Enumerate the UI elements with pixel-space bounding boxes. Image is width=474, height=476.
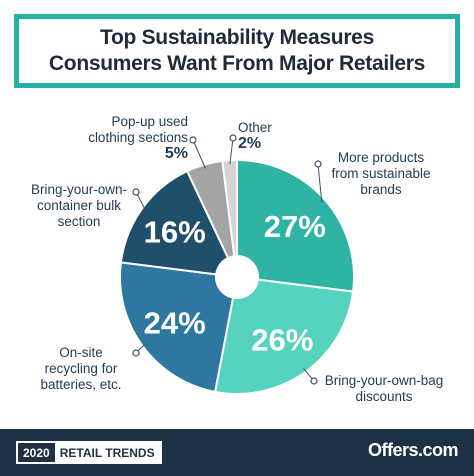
slice-1 <box>213 278 355 395</box>
label-byo-container: Bring-your-own- container bulk section <box>24 182 134 230</box>
slice-value-label-1: 26% <box>251 322 313 357</box>
badge-year: 2020 <box>23 445 50 460</box>
badge-tag: RETAIL TRENDS <box>54 443 160 462</box>
label-other-line1: Other <box>238 120 272 135</box>
slice-2 <box>119 261 235 394</box>
label-popup-line2: clothing sections <box>88 130 188 145</box>
label-more-products-line1: More products <box>337 150 425 165</box>
leader-line-0 <box>317 163 323 203</box>
label-byo-container-line2: container bulk <box>36 198 122 213</box>
label-more-products: More products from sustainable brands <box>322 150 440 198</box>
label-other-pct: 2% <box>238 135 262 152</box>
title-line-1: Top Sustainability Measures <box>100 26 374 49</box>
label-byo-container-line3: section <box>57 214 101 229</box>
leader-dot-5 <box>229 134 237 142</box>
leader-dot-2 <box>132 349 140 357</box>
leader-dot-3 <box>132 188 140 196</box>
leader-dot-0 <box>314 160 322 168</box>
leader-dot-4 <box>189 136 197 144</box>
label-more-products-line3: brands <box>360 182 402 197</box>
leader-dot-1 <box>310 377 318 385</box>
label-onsite-line1: On-site <box>59 345 103 360</box>
label-onsite-recycling: On-site recycling for batteries, etc. <box>28 345 134 393</box>
footer-bar: 2020 RETAIL TRENDS Offers.com <box>0 429 474 476</box>
label-byo-bag-line2: discounts <box>355 389 413 404</box>
slice-0 <box>236 158 355 293</box>
slice-value-label-2: 24% <box>144 305 206 340</box>
label-popup: Pop-up used clothing sections 5% <box>66 114 188 162</box>
label-other: Other 2% <box>238 120 298 152</box>
label-popup-line1: Pop-up used <box>111 114 188 129</box>
label-more-products-line2: from sustainable <box>331 166 431 181</box>
label-onsite-line3: batteries, etc. <box>40 377 122 392</box>
slice-3 <box>119 169 230 276</box>
label-byo-container-line1: Bring-your-own- <box>30 182 128 197</box>
brand-logo[interactable]: Offers.com <box>367 440 459 460</box>
slice-value-label-3: 16% <box>144 215 206 250</box>
label-byo-bag: Bring-your-own-bag discounts <box>318 373 450 405</box>
leader-line-4 <box>192 139 206 169</box>
leader-line-5 <box>229 137 234 165</box>
title-box: Top Sustainability Measures Consumers Wa… <box>14 14 460 88</box>
year-badge: 2020 RETAIL TRENDS <box>16 441 162 464</box>
label-popup-pct: 5% <box>164 145 188 162</box>
slice-5 <box>221 158 238 258</box>
label-byo-bag-line1: Bring-your-own-bag <box>324 373 444 388</box>
title-line-2: Consumers Want From Major Retailers <box>48 52 426 75</box>
label-onsite-line2: recycling for <box>44 361 118 376</box>
slice-value-label-0: 27% <box>264 209 326 244</box>
